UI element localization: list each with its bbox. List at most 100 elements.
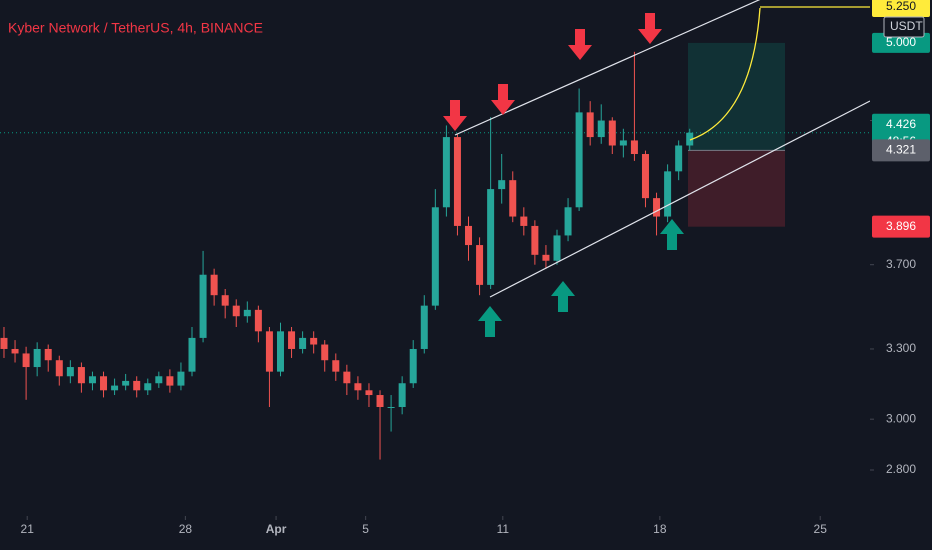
candle-body [265,331,273,372]
candle-body [376,395,384,408]
candle-body [453,137,461,226]
candle-body [88,376,96,384]
candle-body [641,154,649,199]
y-tick-label: 3.700 [886,257,916,271]
candle-body [520,216,528,226]
up-arrow [478,306,502,337]
candle-body [77,367,85,384]
candle-body [597,120,605,138]
candle-body [310,337,318,345]
y-tick-label: 3.300 [886,341,916,355]
candle-body [44,348,52,361]
sell-arrows [443,13,662,131]
price-label-bg [872,32,930,53]
y-tick-label: 3.000 [886,411,916,425]
candle-body [575,112,583,208]
candle-body [55,360,63,377]
currency-box [883,16,925,38]
candle-body [100,376,108,391]
candle-body [243,309,251,317]
projection-curve [689,7,761,141]
x-tick-label: 25 [814,522,828,536]
up-arrow [660,219,684,250]
down-arrow [568,29,592,60]
candle-body [564,207,572,236]
candle-body [675,145,683,172]
candle-body [476,245,484,285]
price-label-bg [872,215,930,238]
price-label: 4.426 [886,117,916,131]
candle-body [664,171,672,217]
candle-body [276,331,284,372]
x-tick-label: Apr [266,522,287,536]
x-tick-label: 21 [21,522,35,536]
candle-body [155,376,163,384]
candle-body [409,348,417,384]
candle-body [166,376,174,386]
candle-body [431,207,439,306]
price-label: 5.250 [886,0,916,13]
candle-body [66,367,74,377]
candle-body [509,180,517,217]
up-arrow [551,281,575,312]
candle-body [586,112,594,138]
axis-background [870,0,932,550]
candle-body [111,385,119,391]
channel-upper [454,0,761,136]
candle-body [553,235,561,261]
x-tick-label: 5 [362,522,369,536]
price-label-bg [872,0,930,17]
candle-body [288,331,296,349]
candle-body [498,180,506,190]
price-label: 4.321 [886,143,916,157]
down-arrow [491,84,515,115]
candle-body [22,353,30,368]
candle-body [210,274,218,296]
candle-body [144,383,152,391]
candle-body [387,407,395,409]
candle-body [398,383,406,408]
candle-body [199,274,207,338]
candle-body [619,140,627,146]
x-tick-label: 11 [497,522,510,536]
candle-body [188,337,196,372]
candle-body [542,254,550,261]
candle-body [686,132,694,146]
candle-body [332,360,340,372]
price-label-bg [872,139,930,162]
buy-arrows [478,219,684,337]
candle-body [232,305,240,317]
candle-body [299,337,307,349]
down-arrow [638,13,662,44]
candle-body [487,189,495,285]
candle-body [653,198,661,217]
loss-zone [688,150,785,227]
candle-body [177,371,185,386]
candle-body [122,380,130,386]
candle-body [608,120,616,146]
candle-body [420,305,428,349]
candle-body [0,337,8,349]
candle-body [442,137,450,208]
candle-body [321,344,329,361]
x-tick-label: 18 [653,522,667,536]
candle-body [465,225,473,246]
candle-body [254,309,262,332]
x-tick-label: 28 [179,522,193,536]
y-tick-label: 2.800 [886,462,916,476]
down-arrow [443,100,467,131]
price-axis: 2.8003.0003.3003.7004.5005.2505.000USDT4… [870,0,932,550]
channel-lower [489,100,871,298]
price-label: 3.896 [886,219,916,233]
candle-body [133,380,141,391]
currency-label: USDT [890,19,923,33]
candle-body [531,225,539,255]
candle-body [33,348,41,368]
candle-body [11,348,19,354]
chart-title: Kyber Network / TetherUS, 4h, BINANCE [8,20,263,36]
candle-body [343,371,351,384]
plot-area: 21 28 Apr 5 11 18 25 [0,6,870,536]
candle-body [365,390,373,396]
